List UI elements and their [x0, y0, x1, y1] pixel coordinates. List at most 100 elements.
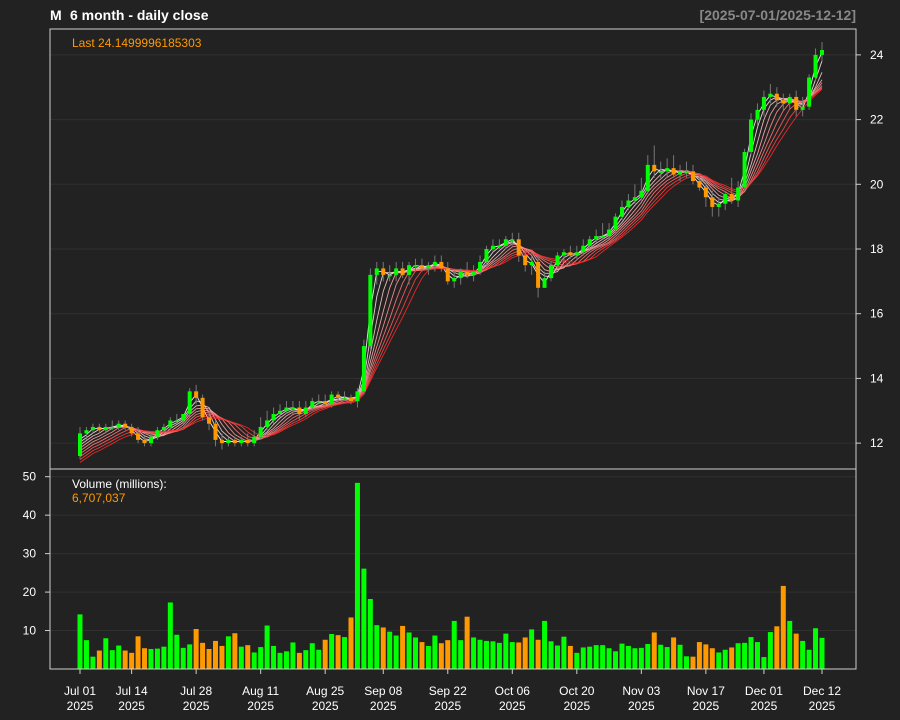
x-tick-year: 2025: [693, 699, 720, 713]
candle-body: [768, 93, 773, 97]
x-tick-year: 2025: [809, 699, 836, 713]
candle-body: [245, 439, 250, 444]
candle-body: [148, 436, 153, 444]
x-tick-label: Aug 25: [306, 684, 344, 698]
chart-title: 6 month - daily close: [70, 7, 209, 23]
last-price-label: Last 24.1499996185303: [72, 36, 202, 50]
candle-body: [226, 439, 231, 444]
candle-body: [348, 397, 353, 402]
candle-body: [639, 190, 644, 198]
candle-body: [232, 439, 237, 444]
volume-bar: [354, 482, 360, 669]
candle-body: [684, 171, 689, 173]
volume-bar: [77, 614, 83, 669]
last-volume-label: 6,707,037: [72, 491, 126, 505]
x-tick-label: Jul 14: [116, 684, 148, 698]
x-tick-year: 2025: [434, 699, 461, 713]
candle-body: [336, 394, 341, 398]
volume-bar: [490, 641, 496, 669]
volume-bar: [645, 644, 651, 669]
x-tick-label: Aug 11: [242, 684, 279, 698]
candle-body: [594, 236, 599, 240]
volume-bar: [632, 648, 638, 669]
volume-bar: [684, 656, 690, 669]
volume-bar: [277, 652, 283, 669]
candle-body: [136, 433, 141, 440]
candle-body: [284, 407, 289, 411]
volume-bar: [380, 627, 386, 669]
volume-tick-label: 40: [23, 508, 37, 522]
candle-body: [426, 265, 431, 269]
x-tick-year: 2025: [183, 699, 210, 713]
volume-bar: [483, 640, 489, 669]
candle-body: [400, 268, 405, 275]
candle-body: [90, 426, 95, 431]
volume-bar: [219, 645, 225, 669]
volume-bar: [154, 648, 160, 669]
candle-body: [239, 439, 244, 444]
x-tick-label: Jul 28: [180, 684, 212, 698]
candle-body: [626, 200, 631, 207]
volume-tick-label: 50: [23, 470, 37, 484]
volume-bar: [709, 648, 715, 669]
x-tick-label: Sep 22: [429, 684, 467, 698]
moving-average-line: [79, 60, 823, 443]
candle-body: [736, 187, 741, 201]
candle-body: [265, 420, 270, 427]
candle-body: [465, 271, 470, 275]
candle-body: [613, 216, 618, 230]
candle-body: [703, 187, 708, 198]
candle-body: [187, 391, 192, 414]
volume-bar: [387, 631, 393, 669]
candle-body: [529, 261, 534, 266]
candle-body: [394, 268, 399, 275]
candle-body: [813, 54, 818, 78]
volume-bar: [677, 644, 683, 669]
volume-bar: [303, 650, 309, 669]
volume-bar: [477, 639, 483, 669]
x-tick-year: 2025: [247, 699, 274, 713]
volume-bar: [419, 642, 425, 669]
volume-bar: [206, 649, 212, 669]
volume-bar: [432, 635, 438, 669]
candle-body: [168, 420, 173, 427]
volume-bar: [658, 644, 664, 669]
candle-body: [729, 194, 734, 201]
price-tick-label: 22: [870, 113, 884, 127]
volume-bar: [361, 568, 367, 669]
candle-body: [303, 407, 308, 414]
volume-bar: [800, 640, 806, 669]
volume-bar: [729, 647, 735, 669]
candle-body: [568, 252, 573, 256]
candle-body: [619, 206, 624, 217]
candle-body: [258, 426, 263, 437]
candle-body: [574, 252, 579, 256]
volume-bar: [535, 639, 541, 669]
candle-body: [381, 268, 386, 275]
moving-average-line: [79, 72, 823, 446]
x-tick-year: 2025: [370, 699, 397, 713]
candle-body: [278, 410, 283, 414]
volume-bar: [503, 633, 509, 669]
date-range: [2025-07-01/2025-12-12]: [700, 7, 856, 23]
volume-bar: [703, 644, 709, 669]
volume-bar: [309, 643, 315, 669]
volume-bar: [193, 629, 199, 669]
volume-bar: [232, 633, 238, 669]
volume-bar: [445, 640, 451, 669]
candle-body: [142, 439, 147, 444]
volume-bar: [161, 646, 167, 669]
volume-bar: [471, 637, 477, 669]
volume-tick-label: 20: [23, 585, 37, 599]
candle-body: [607, 229, 612, 237]
volume-bar: [774, 626, 780, 669]
candle-body: [645, 164, 650, 191]
x-tick-year: 2025: [67, 699, 94, 713]
volume-bar: [464, 616, 470, 669]
candle-body: [787, 96, 792, 104]
volume-bar: [458, 640, 464, 669]
candle-body: [129, 426, 134, 434]
candle-body: [800, 106, 805, 110]
candle-body: [555, 255, 560, 266]
volume-bar: [83, 640, 89, 669]
